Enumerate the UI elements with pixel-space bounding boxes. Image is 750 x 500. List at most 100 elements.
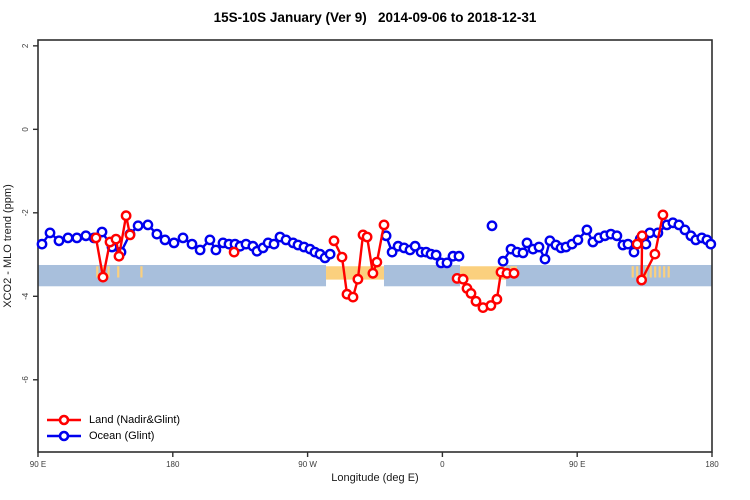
land-series-point [649,248,661,260]
ocean-series-point [324,248,336,260]
legend-label-ocean: Ocean (Glint) [89,430,155,442]
land-series-line [332,224,386,299]
land-series-point [491,293,503,305]
y-axis-tick-label: 0 [21,127,30,132]
land-sampling-band [460,266,507,280]
x-axis-tick-label: 180 [705,460,719,469]
land-sampling-tick [636,266,639,278]
ocean-series-point [497,255,509,267]
ocean-series-point [705,238,717,250]
land-series-point [378,219,390,231]
y-axis-title: XCO2 - MLO trend (ppm) [2,184,14,308]
land-series-point [336,251,348,263]
y-axis-tick-label: -4 [21,292,30,300]
land-series-point [457,273,469,285]
land-sampling-tick [654,266,657,278]
ocean-series-point [44,227,56,239]
ocean-sampling-band [38,264,327,287]
x-axis-tick-label: 90 E [569,460,585,469]
land-series-point [228,246,240,258]
land-series-point [470,295,482,307]
y-axis-tick-label: 2 [21,43,30,48]
land-sampling-tick [140,266,143,278]
land-sampling-tick [663,266,666,278]
ocean-series-point [142,219,154,231]
plot-frame [37,39,713,453]
ocean-series-point [132,220,144,232]
land-series-point [352,273,364,285]
land-sampling-tick [667,266,670,278]
land-series-point [636,230,648,242]
ocean-series-point [581,224,593,236]
ocean-series-point [486,220,498,232]
land-series-point [97,271,109,283]
land-series-point [328,235,340,247]
x-axis-tick-label: 0 [440,460,445,469]
land-series-point [631,238,643,250]
land-series-point [113,250,125,262]
ocean-series-point [521,237,533,249]
y-axis-tick-label: -2 [21,209,30,217]
ocean-series-point [159,234,171,246]
land-series-point [485,300,497,311]
land-sampling-tick [96,266,99,278]
land-sampling-tick [658,266,661,278]
land-series-point [636,274,647,286]
land-series-point [465,287,477,299]
land-series-point [657,209,669,221]
ocean-series-point [36,238,48,250]
land-series-point [367,267,379,279]
ocean-sampling-band [506,264,712,287]
ocean-series-point [186,238,198,250]
ocean-series-point [622,238,634,250]
ocean-series-point [533,241,545,253]
ocean-series-point [53,235,65,247]
land-series-point [110,233,122,245]
legend: Land (Nadir&Glint) Ocean (Glint) [46,412,180,444]
x-axis-tick-label: 90 E [30,460,46,469]
ocean-series-point [71,232,83,244]
legend-label-land: Land (Nadir&Glint) [89,414,181,426]
ocean-series-point [62,232,74,244]
ocean-series-point [611,230,623,242]
ocean-series-swatch-icon [47,430,81,442]
land-sampling-tick [117,266,120,278]
land-series-point [371,256,383,268]
ocean-series-point [517,247,529,259]
x-axis-tick-label: 90 W [298,460,317,469]
ocean-series-point [151,228,163,240]
x-axis-tick-label: 180 [166,460,180,469]
ocean-series-point [453,250,465,262]
x-axis-title: Longitude (deg E) [331,472,419,484]
y-axis-tick-label: -6 [21,376,30,384]
land-series-swatch-icon [47,414,81,426]
land-sampling-tick [107,266,110,278]
ocean-series-point [177,232,189,244]
land-series-point [361,231,373,243]
land-series-point [508,267,520,279]
land-sampling-tick [631,266,634,278]
ocean-series-point [572,234,584,246]
chart-title: 15S-10S January (Ver 9) 2014-09-06 to 20… [213,10,537,25]
ocean-series-point [386,246,398,258]
land-series-point [120,210,132,222]
land-sampling-tick [649,266,652,278]
ocean-series-point [679,224,691,236]
land-series-point [90,232,102,244]
ocean-series-point [430,249,442,261]
legend-item-ocean: Ocean (Glint) [46,428,180,444]
ocean-series-point [539,253,551,265]
ocean-series-point [441,257,453,269]
ocean-series-point [210,244,222,256]
ocean-series-point [96,226,108,238]
ocean-sampling-band [383,264,461,287]
ocean-series-point [268,238,280,250]
land-series-point [124,229,136,241]
ocean-series-point [168,237,180,249]
ocean-series-point [194,244,206,256]
ocean-series-point [204,234,216,246]
legend-item-land: Land (Nadir&Glint) [46,412,180,428]
ocean-series-point [409,240,421,252]
